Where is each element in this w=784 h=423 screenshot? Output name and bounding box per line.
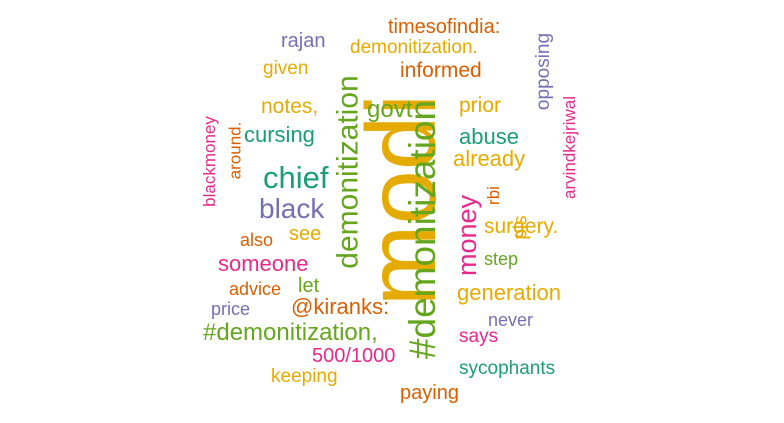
word-given: given bbox=[263, 58, 309, 79]
word-kiranks: @kiranks: bbox=[291, 294, 390, 319]
word-price: price bbox=[211, 299, 251, 319]
word-sycophants: sycophants bbox=[459, 358, 556, 379]
word-demonitization-dot: demonitization. bbox=[350, 37, 478, 58]
word-500-1000: 500/1000 bbox=[312, 345, 396, 367]
word-keeping: keeping bbox=[271, 366, 338, 387]
word-says: says bbox=[459, 326, 499, 347]
word-chief: chief bbox=[263, 160, 329, 195]
word-pls: surgery. bbox=[484, 215, 559, 238]
word-abuse: abuse bbox=[459, 124, 519, 149]
word-also: also bbox=[240, 230, 274, 250]
word-rajan: rajan bbox=[281, 30, 326, 52]
word-step: step bbox=[484, 249, 519, 269]
word-paying: paying bbox=[400, 382, 459, 404]
word-see: see bbox=[289, 223, 322, 245]
word-rbi: rbi bbox=[483, 186, 503, 205]
word-black: black bbox=[259, 193, 325, 224]
word-advice: advice bbox=[229, 279, 282, 299]
word-hashtag-demonitization: #demonitization bbox=[402, 99, 444, 360]
word-govt: govt bbox=[367, 96, 413, 123]
word-prior: prior bbox=[459, 94, 502, 117]
word-around: around. bbox=[225, 121, 245, 180]
word-hashtag-demonitization-comma: #demonitization, bbox=[203, 319, 378, 346]
word-notes: notes, bbox=[261, 95, 319, 118]
word-generation: generation bbox=[457, 280, 561, 305]
word-demonitization-vertical: demonitization bbox=[331, 75, 365, 269]
word-arvindkejriwal: arvindkejriwal bbox=[559, 96, 579, 199]
word-never: never bbox=[488, 310, 534, 330]
word-blackmoney: blackmoney bbox=[199, 116, 219, 207]
word-opposing: opposing bbox=[533, 32, 555, 111]
word-let: let bbox=[298, 275, 320, 297]
word-informed: informed bbox=[400, 59, 482, 82]
word-timesofindia: timesofindia: bbox=[388, 16, 501, 38]
word-someone: someone bbox=[218, 251, 309, 276]
word-cursing: cursing bbox=[244, 122, 315, 147]
word-already: already bbox=[453, 146, 526, 171]
word-money: money bbox=[452, 194, 483, 277]
